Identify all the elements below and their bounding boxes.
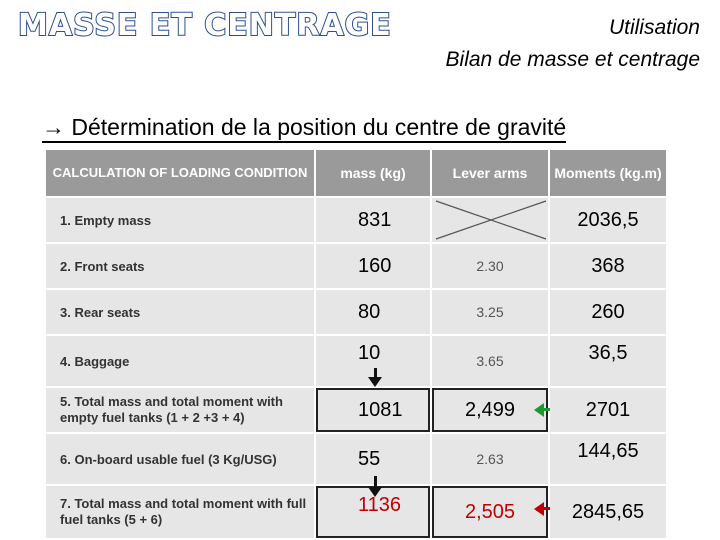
moment-cell: 36,5 <box>548 334 668 388</box>
mass-cell: 831 <box>314 196 432 244</box>
row-label: 6. On-board usable fuel (3 Kg/USG) <box>44 432 316 486</box>
lever-value: 2,499 <box>464 398 516 421</box>
mass-cell: 80 <box>314 288 432 336</box>
col-header-mass: mass (kg) <box>314 148 432 198</box>
moment-cell: 2845,65 <box>548 484 668 540</box>
header-subtitle-2: Bilan de masse et centrage <box>445 48 700 71</box>
moment-cell: 368 <box>548 242 668 290</box>
col-header-calculation: CALCULATION OF LOADING CONDITION <box>44 148 316 198</box>
table-row: 3. Rear seats 80 3.25 260 <box>44 288 668 336</box>
cross-mark-icon <box>435 200 547 240</box>
col-header-lever: Lever arms <box>430 148 550 198</box>
row-label: 7. Total mass and total moment with full… <box>44 484 316 540</box>
mass-cell: 160 <box>314 242 432 290</box>
row-label: 3. Rear seats <box>44 288 316 336</box>
mass-cell: 55 <box>314 432 432 486</box>
lever-cell-grand-total: 2,505 <box>430 484 563 540</box>
row-label: 1. Empty mass <box>44 196 316 244</box>
down-arrow-icon <box>368 368 384 388</box>
mass-value: 10 <box>358 342 381 364</box>
lever-value: 2,505 <box>464 500 516 523</box>
lever-cell: 2.63 <box>430 432 550 486</box>
moment-cell: 144,65 <box>548 432 668 486</box>
lever-cell: 3.65 <box>430 334 550 388</box>
lever-cell-total: 2,499 <box>430 386 563 434</box>
col-header-moments: Moments (kg.m) <box>548 148 668 198</box>
loading-table: CALCULATION OF LOADING CONDITION mass (k… <box>44 148 668 540</box>
moment-cell: 2701 <box>548 386 668 434</box>
lever-cell-crossed <box>430 196 550 244</box>
table-row: 6. On-board usable fuel (3 Kg/USG) 55 2.… <box>44 432 668 486</box>
table-row: 2. Front seats 160 2.30 368 <box>44 242 668 290</box>
section-heading: → Détermination de la position du centre… <box>42 113 567 143</box>
table-row: 5. Total mass and total moment with empt… <box>44 386 668 434</box>
row-label: 4. Baggage <box>44 334 316 388</box>
page-title: MASSE ET CENTRAGE <box>17 7 392 44</box>
table-row: 1. Empty mass 831 2036,5 <box>44 196 668 244</box>
header-right: Utilisation Bilan de masse et centrage <box>446 12 700 76</box>
moment-cell: 2036,5 <box>548 196 668 244</box>
lever-cell: 2.30 <box>430 242 550 290</box>
row-label: 5. Total mass and total moment with empt… <box>44 386 316 434</box>
row-label: 2. Front seats <box>44 242 316 290</box>
mass-cell-total: 1081 <box>314 386 432 434</box>
header-subtitle-1: Utilisation <box>608 16 700 39</box>
table-row: 7. Total mass and total moment with full… <box>44 476 668 540</box>
mass-cell: 10 <box>314 334 432 388</box>
table-header-row: CALCULATION OF LOADING CONDITION mass (k… <box>44 148 668 198</box>
lever-cell: 3.25 <box>430 288 550 336</box>
moment-cell: 260 <box>548 288 668 336</box>
mass-value: 1136 <box>358 494 402 516</box>
down-arrow-icon <box>368 476 384 498</box>
table-row: 4. Baggage 10 3.65 36,5 <box>44 334 668 388</box>
mass-cell-grand-total: 1136 <box>314 476 432 540</box>
